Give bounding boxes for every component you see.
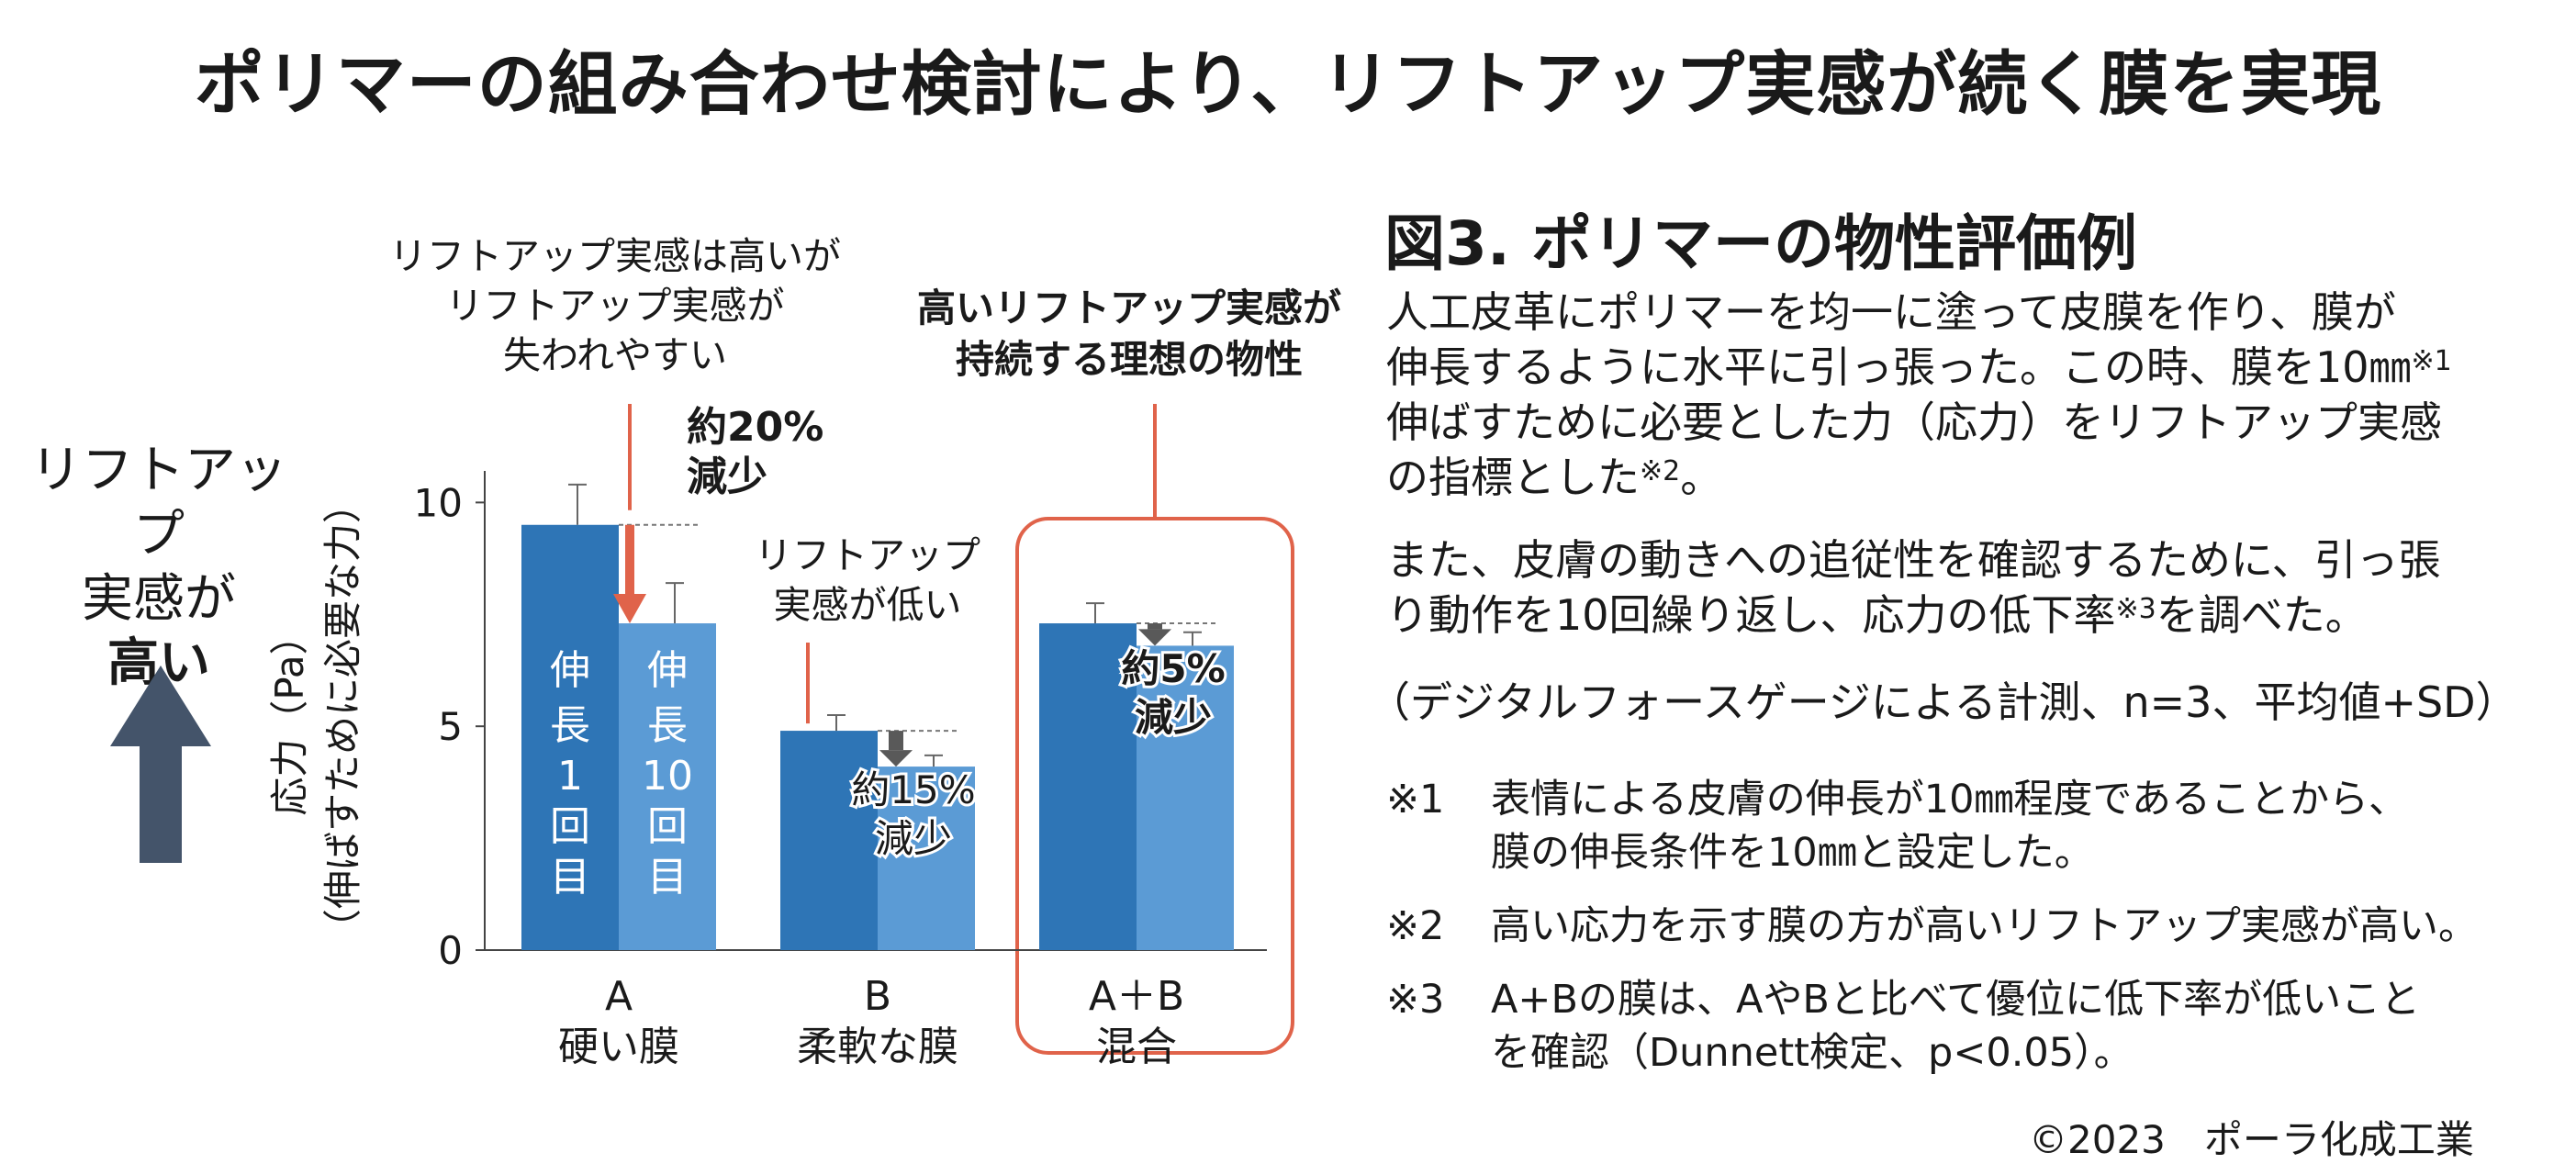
desc-line: 伸ばすために必要とした力（応力）をリフトアップ実感 xyxy=(1386,397,2442,447)
bar-label-char: 回 xyxy=(550,803,590,850)
bar-label-char: 伸 xyxy=(550,647,590,694)
annotation-b: リフトアップ 実感が低い xyxy=(744,531,991,630)
reduction-arrow-head xyxy=(1138,629,1171,646)
annotation-ab-line1: 高いリフトアップ実感が xyxy=(916,285,1341,330)
bar-label-char: 伸 xyxy=(647,647,688,694)
reduction-label: 約15% xyxy=(851,767,975,812)
annotation-b-line1: リフトアップ xyxy=(755,533,980,577)
annotation-a-line2: リフトアップ実感が xyxy=(445,284,785,328)
y-tick-label: 10 xyxy=(414,480,463,525)
annotation-ab-line2: 持続する理想の物性 xyxy=(955,337,1303,382)
footnote-mark: ※1 xyxy=(1386,777,1445,822)
desc-line: 人工皮革にポリマーを均一に塗って皮膜を作り、膜が xyxy=(1386,287,2396,337)
side-label-line1: リフトアップ xyxy=(30,441,287,565)
footnote-text: 表情による皮膚の伸長が10㎜程度であることから、 膜の伸長条件を10㎜と設定した… xyxy=(1491,777,2408,876)
bar-label-char: 長 xyxy=(550,702,590,749)
annotation-a-line3: 失われやすい xyxy=(503,333,727,377)
reduction-label: 減少 xyxy=(875,816,952,861)
bar xyxy=(878,767,975,950)
bar-label-char: 1 xyxy=(557,753,583,800)
annotation-ab: 高いリフトアップ実感が 持続する理想の物性 xyxy=(900,283,1359,386)
category-label: A＋B xyxy=(1089,973,1184,1020)
reduction-arrow-shaft xyxy=(889,731,903,751)
reduction-arrow-head xyxy=(879,750,913,767)
page-title: ポリマーの組み合わせ検討により、リフトアップ実感が続く膜を実現 xyxy=(194,43,2382,125)
bar-label-char: 目 xyxy=(647,854,688,901)
category-label: 柔軟な膜 xyxy=(797,1024,958,1070)
bar xyxy=(1137,645,1234,950)
reduction-arrow-shaft xyxy=(625,524,634,597)
bar xyxy=(780,731,878,950)
desc-line: また、皮膚の動きへの追従性を確認するために、引っ張 xyxy=(1386,535,2441,585)
reduction-label: 約20% xyxy=(687,404,823,451)
up-arrow-icon xyxy=(110,666,211,863)
figure-title: 図3. ポリマーの物性評価例 xyxy=(1384,208,2137,279)
desc-line: 伸長するように水平に引っ張った。この時、膜を10㎜※1 xyxy=(1386,342,2452,392)
category-label: A xyxy=(605,973,633,1020)
reduction-arrow-head xyxy=(613,594,646,624)
y-axis-sublabel: （伸ばすために必要な力） xyxy=(320,485,365,947)
desc-line: り動作を10回繰り返し、応力の低下率※3を調べた。 xyxy=(1386,590,2368,640)
reduction-label: 約5% xyxy=(1121,646,1225,691)
y-tick-label: 5 xyxy=(438,704,463,749)
footnote-mark: ※2 xyxy=(1386,903,1445,949)
bar-label-char: 目 xyxy=(550,854,590,901)
side-label: リフトアップ 実感が 高い xyxy=(17,439,301,696)
annotation-a-line1: リフトアップ実感は高いが xyxy=(389,234,841,278)
reduction-label: 減少 xyxy=(687,453,767,500)
bar-label-char: 10 xyxy=(642,753,693,800)
footnote-text: A+Bの膜は、AやBと比べて優位に低下率が低いこと を確認（Dunnett検定、… xyxy=(1491,977,2421,1076)
bar xyxy=(521,524,619,950)
y-axis-label: 応力（Pa） xyxy=(267,616,312,815)
category-label: B xyxy=(864,973,891,1020)
method-note: （デジタルフォースゲージによる計測、n=3、平均値+SD） xyxy=(1368,677,2518,727)
side-label-line2: 実感が xyxy=(82,569,236,629)
reduction-label: 減少 xyxy=(1135,695,1212,740)
reduction-arrow-shaft xyxy=(1148,623,1162,630)
bar xyxy=(619,623,716,950)
desc-line: の指標とした※2。 xyxy=(1386,453,1723,502)
bar-label-char: 回 xyxy=(647,803,688,850)
annotation-a: リフトアップ実感は高いが リフトアップ実感が 失われやすい xyxy=(367,231,863,380)
bar-label-char: 長 xyxy=(647,702,688,749)
y-tick-label: 0 xyxy=(438,928,463,973)
copyright: ©2023 ポーラ化成工業 xyxy=(2029,1117,2474,1162)
category-label: 混合 xyxy=(1096,1024,1177,1070)
footnote-mark: ※3 xyxy=(1386,977,1445,1023)
footnote-text: 高い応力を示す膜の方が高いリフトアップ実感が高い。 xyxy=(1491,903,2478,949)
bar xyxy=(1039,623,1137,950)
category-label: 硬い膜 xyxy=(558,1024,679,1070)
annotation-b-line2: 実感が低い xyxy=(773,583,962,627)
